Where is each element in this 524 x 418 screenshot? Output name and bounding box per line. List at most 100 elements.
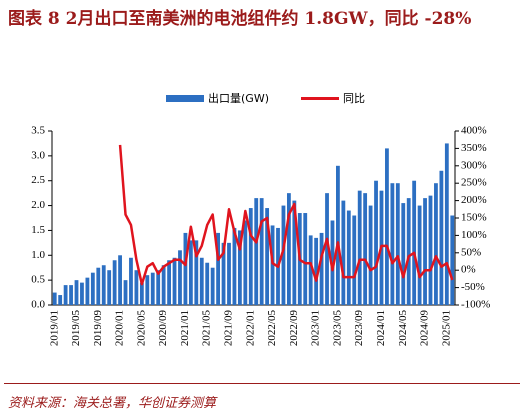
- bar: [134, 270, 139, 305]
- y2-tick-label: 400%: [461, 125, 487, 137]
- x-tick-label: 2021/09: [223, 310, 235, 347]
- bar: [292, 200, 297, 305]
- bar: [406, 198, 411, 305]
- bar: [423, 198, 427, 305]
- y2-tick-label: 350%: [461, 142, 487, 154]
- bar: [205, 262, 210, 305]
- chart-title: 图表 8 2月出口至南美洲的电池组件约 1.8GW，同比 -28%: [8, 9, 472, 29]
- bar: [439, 170, 444, 305]
- bar: [346, 210, 351, 305]
- x-tick-label: 2020/05: [135, 310, 147, 347]
- x-tick-label: 2021/01: [179, 310, 191, 346]
- x-tick-label: 2023/05: [331, 310, 343, 347]
- bar: [172, 257, 177, 305]
- bar: [265, 208, 270, 305]
- bar: [450, 215, 455, 305]
- bar: [58, 295, 63, 305]
- bar: [221, 242, 226, 305]
- y2-tick-label: 200%: [461, 194, 487, 206]
- x-tick-label: 2023/01: [310, 310, 322, 346]
- bar: [319, 232, 324, 305]
- bar: [325, 193, 329, 305]
- bar: [232, 227, 237, 305]
- y-tick-label: 1.0: [31, 249, 45, 261]
- bar: [281, 205, 286, 305]
- bar: [183, 232, 188, 305]
- y2-tick-label: 250%: [461, 177, 487, 189]
- bar: [363, 193, 368, 305]
- bar: [194, 240, 199, 305]
- bar: [188, 240, 193, 305]
- bar: [139, 282, 144, 305]
- bar: [352, 215, 357, 305]
- y2-tick-label: 300%: [461, 159, 487, 171]
- bar: [74, 280, 79, 305]
- bar: [330, 220, 335, 305]
- x-tick-label: 2025/01: [440, 310, 452, 346]
- x-tick-label: 2022/09: [288, 310, 300, 347]
- bar: [167, 260, 171, 305]
- y-tick-label: 1.5: [31, 224, 45, 236]
- bar: [101, 265, 106, 305]
- bar: [357, 190, 362, 305]
- bar: [401, 203, 406, 305]
- x-tick-label: 2021/05: [201, 310, 213, 347]
- y-tick-label: 3.0: [31, 149, 45, 161]
- bar: [434, 183, 438, 305]
- bar: [286, 193, 291, 305]
- divider: [4, 383, 520, 384]
- x-tick-label: 2020/01: [114, 310, 126, 346]
- x-tick-label: 2024/01: [375, 310, 387, 346]
- bar: [385, 148, 389, 305]
- x-tick-label: 2019/01: [48, 310, 60, 346]
- y2-tick-label: 100%: [461, 229, 487, 241]
- bar: [69, 285, 73, 305]
- bar: [156, 270, 161, 305]
- bar: [96, 267, 101, 305]
- x-tick-label: 2019/09: [92, 310, 104, 347]
- bar: [243, 220, 248, 305]
- y2-tick-label: 50%: [461, 246, 481, 258]
- bar: [85, 277, 90, 305]
- y-tick-label: 0.0: [31, 299, 45, 311]
- y2-tick-label: -100%: [461, 299, 490, 311]
- x-tick-label: 2024/05: [397, 310, 409, 347]
- x-tick-label: 2024/09: [419, 310, 431, 347]
- source-note: 资料来源：海关总署，华创证券测算: [8, 396, 217, 411]
- bar: [145, 275, 150, 305]
- x-tick-label: 2023/09: [353, 310, 365, 347]
- x-tick-label: 2022/01: [244, 310, 256, 346]
- bar: [227, 242, 231, 305]
- bar: [123, 280, 128, 305]
- y-tick-label: 3.5: [31, 125, 45, 137]
- legend-label: 出口量(GW): [208, 91, 269, 105]
- bar: [314, 237, 319, 305]
- bar: [237, 230, 242, 305]
- line: [118, 144, 454, 286]
- bar: [336, 165, 340, 305]
- legend-swatch: [166, 95, 204, 102]
- bar: [368, 205, 373, 305]
- bar: [303, 213, 308, 305]
- y-tick-label: 2.0: [31, 199, 45, 211]
- bar: [259, 198, 264, 305]
- y2-tick-label: 150%: [461, 212, 487, 224]
- bar: [395, 183, 400, 305]
- bar: [341, 200, 346, 305]
- bar: [107, 270, 112, 305]
- bar: [150, 272, 155, 305]
- y-tick-label: 0.5: [31, 274, 45, 286]
- y-tick-label: 2.5: [31, 174, 45, 186]
- bar: [428, 195, 433, 305]
- x-tick-label: 2020/09: [157, 310, 169, 347]
- bar: [216, 232, 221, 305]
- x-tick-label: 2022/05: [266, 310, 278, 347]
- bar: [210, 267, 215, 305]
- bar: [118, 255, 122, 305]
- y2-tick-label: 0%: [461, 264, 476, 276]
- bar: [199, 257, 204, 305]
- bar: [63, 285, 68, 305]
- bar: [90, 272, 95, 305]
